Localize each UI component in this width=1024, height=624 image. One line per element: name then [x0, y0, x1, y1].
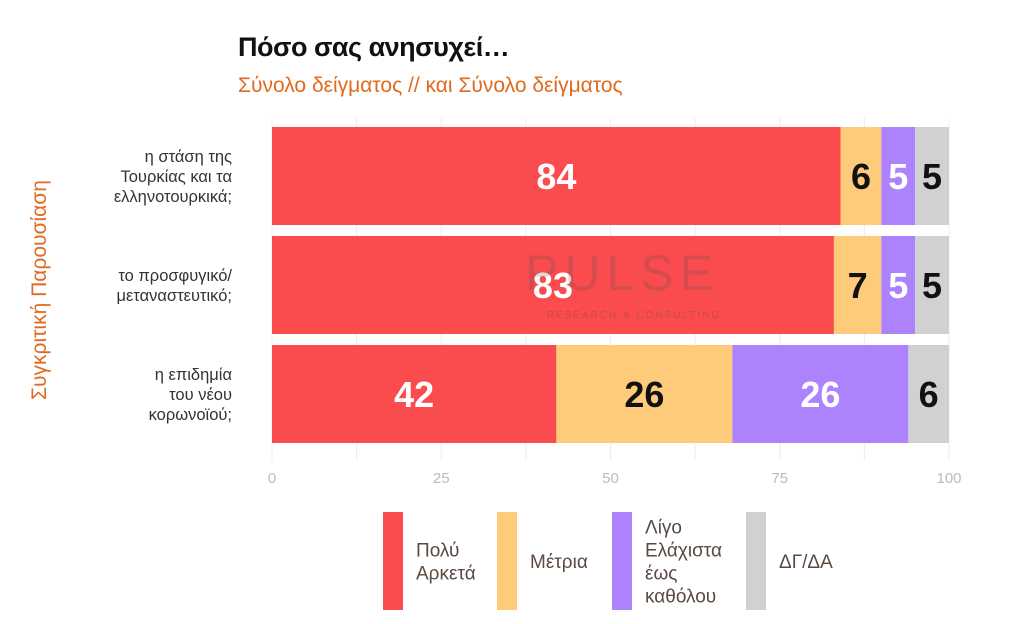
chart-title: Πόσο σας ανησυχεί…	[238, 32, 510, 62]
bar-segment	[915, 127, 949, 225]
data-label: 6	[919, 374, 939, 415]
data-label: 5	[888, 265, 908, 306]
data-label: 83	[533, 265, 573, 306]
data-label: 6	[851, 156, 871, 197]
x-tick-label: 100	[936, 470, 961, 487]
bar-segment	[556, 345, 733, 443]
bar-segment	[915, 236, 949, 334]
x-tick-label: 75	[771, 470, 788, 487]
data-label: 42	[394, 374, 434, 415]
x-tick-label: 50	[602, 470, 619, 487]
legend-label: έως	[645, 564, 677, 585]
bar-segment	[272, 345, 557, 443]
bar-segment	[840, 127, 882, 225]
legend-swatch	[383, 512, 403, 610]
bar-segment	[908, 345, 949, 443]
legend-label: Μέτρια	[530, 552, 588, 573]
data-label: 84	[536, 156, 576, 197]
legend-label: Αρκετά	[416, 564, 476, 585]
category-label: η στάση της	[145, 148, 232, 166]
data-label: 5	[922, 156, 942, 197]
bar-segment	[833, 236, 882, 334]
bar-segment	[732, 345, 909, 443]
x-tick-label: 0	[268, 470, 276, 487]
legend-label: καθόλου	[645, 587, 716, 608]
bar-segment	[881, 236, 916, 334]
legend-label: ΔΓ/ΔΑ	[779, 552, 833, 573]
legend-swatch	[612, 512, 632, 610]
watermark-tagline: RESEARCH & CONSULTING	[547, 310, 722, 321]
category-label: το προσφυγικό/	[118, 267, 232, 285]
legend-swatch	[746, 512, 766, 610]
legend-label: Πολύ	[416, 541, 459, 562]
watermark-logo: PULSE	[525, 245, 719, 301]
category-label: ελληνοτουρκικά;	[114, 188, 232, 206]
category-label: κορωνοϊού;	[149, 406, 232, 424]
data-label: 26	[624, 374, 664, 415]
x-tick-label: 25	[433, 470, 450, 487]
legend-label: Ελάχιστα	[645, 541, 722, 562]
legend-label: Λίγο	[645, 518, 682, 539]
category-label: Τουρκίας και τα	[120, 168, 232, 186]
bar-segment	[272, 236, 834, 334]
data-label: 5	[922, 265, 942, 306]
data-label: 26	[800, 374, 840, 415]
legend-swatch	[497, 512, 517, 610]
bar-segment	[272, 127, 841, 225]
category-label: μεταναστευτικό;	[116, 287, 232, 305]
category-label: του νέου	[169, 386, 232, 404]
category-label: η επιδημία	[155, 366, 233, 384]
bar-segment	[881, 127, 916, 225]
data-label: 7	[848, 265, 868, 306]
data-label: 5	[888, 156, 908, 197]
chart-subtitle: Σύνολο δείγματος // και Σύνολο δείγματος	[238, 74, 623, 97]
